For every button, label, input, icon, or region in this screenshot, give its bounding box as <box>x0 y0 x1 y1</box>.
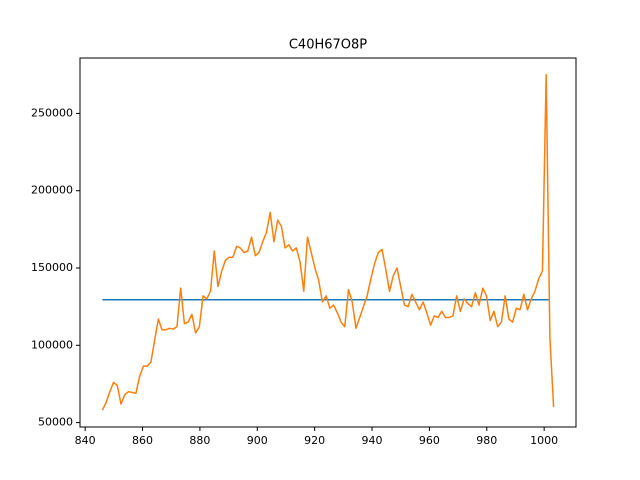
y-tick-label: 150000 <box>31 261 73 274</box>
x-tick-label: 960 <box>419 434 440 447</box>
x-tick-label: 880 <box>189 434 210 447</box>
y-tick-label: 100000 <box>31 338 73 351</box>
y-tick-label: 250000 <box>31 106 73 119</box>
x-tick-label: 840 <box>75 434 96 447</box>
y-tick-label: 200000 <box>31 184 73 197</box>
data-line <box>101 74 555 411</box>
x-tick-label: 980 <box>476 434 497 447</box>
chart-title: C40H67O8P <box>289 38 367 53</box>
axes-frame <box>79 57 577 428</box>
x-tick-label: 940 <box>362 434 383 447</box>
x-tick-label: 900 <box>247 434 268 447</box>
x-tick-label: 860 <box>132 434 153 447</box>
x-tick-label: 920 <box>304 434 325 447</box>
y-tick-label: 50000 <box>38 416 73 429</box>
x-tick-label: 1000 <box>530 434 558 447</box>
